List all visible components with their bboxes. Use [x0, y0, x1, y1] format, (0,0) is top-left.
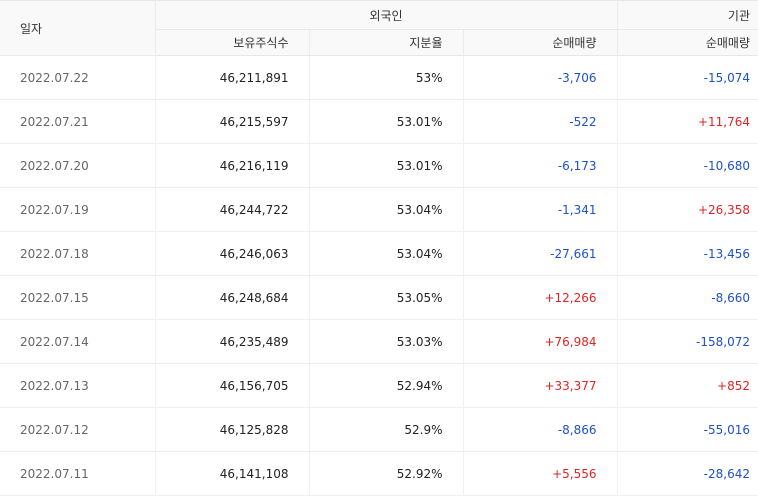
shares-held-cell: 46,141,108	[155, 451, 310, 496]
holding-ratio-header: 지분율	[309, 29, 464, 56]
foreign-net-cell: -3,706	[463, 55, 618, 100]
table-row: 2022.07.21 46,215,597 53.01% -522 +11,764	[0, 99, 758, 144]
holding-ratio-cell: 53.01%	[309, 143, 464, 188]
table-row: 2022.07.19 46,244,722 53.04% -1,341 +26,358	[0, 187, 758, 232]
shares-held-cell: 46,125,828	[155, 407, 310, 452]
shares-held-header: 보유주식수	[155, 29, 310, 56]
foreign-net-cell: +5,556	[463, 451, 618, 496]
foreign-group-header: 외국인	[155, 0, 618, 30]
date-cell: 2022.07.22	[0, 55, 156, 100]
institution-group-header: 기관	[617, 0, 758, 30]
holding-ratio-cell: 52.92%	[309, 451, 464, 496]
foreign-net-cell: -6,173	[463, 143, 618, 188]
holding-ratio-cell: 53.04%	[309, 231, 464, 276]
institution-net-cell: +852	[617, 363, 758, 408]
table-row: 2022.07.20 46,216,119 53.01% -6,173 -10,680	[0, 143, 758, 188]
holding-ratio-cell: 53.01%	[309, 99, 464, 144]
table-row: 2022.07.13 46,156,705 52.94% +33,377 +852	[0, 363, 758, 408]
institution-net-cell: -15,074	[617, 55, 758, 100]
table-row: 2022.07.12 46,125,828 52.9% -8,866 -55,016	[0, 407, 758, 452]
holding-ratio-cell: 53.04%	[309, 187, 464, 232]
holding-ratio-cell: 52.94%	[309, 363, 464, 408]
foreign-net-cell: -522	[463, 99, 618, 144]
holding-ratio-cell: 53%	[309, 55, 464, 100]
date-cell: 2022.07.20	[0, 143, 156, 188]
shares-held-cell: 46,244,722	[155, 187, 310, 232]
table-row: 2022.07.11 46,141,108 52.92% +5,556 -28,642	[0, 451, 758, 496]
table-row: 2022.07.15 46,248,684 53.05% +12,266 -8,660	[0, 275, 758, 320]
foreign-net-cell: -27,661	[463, 231, 618, 276]
date-cell: 2022.07.18	[0, 231, 156, 276]
institution-net-cell: -8,660	[617, 275, 758, 320]
shares-held-cell: 46,215,597	[155, 99, 310, 144]
foreign-net-header: 순매매량	[463, 29, 618, 56]
date-cell: 2022.07.12	[0, 407, 156, 452]
holding-ratio-cell: 53.03%	[309, 319, 464, 364]
shares-held-cell: 46,248,684	[155, 275, 310, 320]
date-cell: 2022.07.11	[0, 451, 156, 496]
table-header: 일자 외국인 기관 보유주식수 지분율 순매매량 순매매량	[0, 0, 758, 56]
foreign-net-cell: +12,266	[463, 275, 618, 320]
institution-net-cell: -55,016	[617, 407, 758, 452]
foreign-net-cell: +33,377	[463, 363, 618, 408]
holding-ratio-cell: 53.05%	[309, 275, 464, 320]
shares-held-cell: 46,235,489	[155, 319, 310, 364]
date-cell: 2022.07.19	[0, 187, 156, 232]
shares-held-cell: 46,211,891	[155, 55, 310, 100]
institution-net-cell: -158,072	[617, 319, 758, 364]
holding-ratio-cell: 52.9%	[309, 407, 464, 452]
shares-held-cell: 46,156,705	[155, 363, 310, 408]
date-cell: 2022.07.15	[0, 275, 156, 320]
shares-held-cell: 46,246,063	[155, 231, 310, 276]
table-row: 2022.07.22 46,211,891 53% -3,706 -15,074	[0, 55, 758, 100]
institution-net-cell: -13,456	[617, 231, 758, 276]
institution-net-header: 순매매량	[617, 29, 758, 56]
table-body: 2022.07.22 46,211,891 53% -3,706 -15,074 2022…	[0, 55, 758, 496]
foreign-net-cell: -1,341	[463, 187, 618, 232]
date-column-header: 일자	[0, 0, 156, 56]
foreign-net-cell: -8,866	[463, 407, 618, 452]
date-cell: 2022.07.21	[0, 99, 156, 144]
institution-net-cell: +11,764	[617, 99, 758, 144]
date-cell: 2022.07.14	[0, 319, 156, 364]
institution-net-cell: -10,680	[617, 143, 758, 188]
date-cell: 2022.07.13	[0, 363, 156, 408]
shares-held-cell: 46,216,119	[155, 143, 310, 188]
table-row: 2022.07.14 46,235,489 53.03% +76,984 -158,07…	[0, 319, 758, 364]
foreign-net-cell: +76,984	[463, 319, 618, 364]
institution-net-cell: +26,358	[617, 187, 758, 232]
table-row: 2022.07.18 46,246,063 53.04% -27,661 -13,456	[0, 231, 758, 276]
institution-net-cell: -28,642	[617, 451, 758, 496]
